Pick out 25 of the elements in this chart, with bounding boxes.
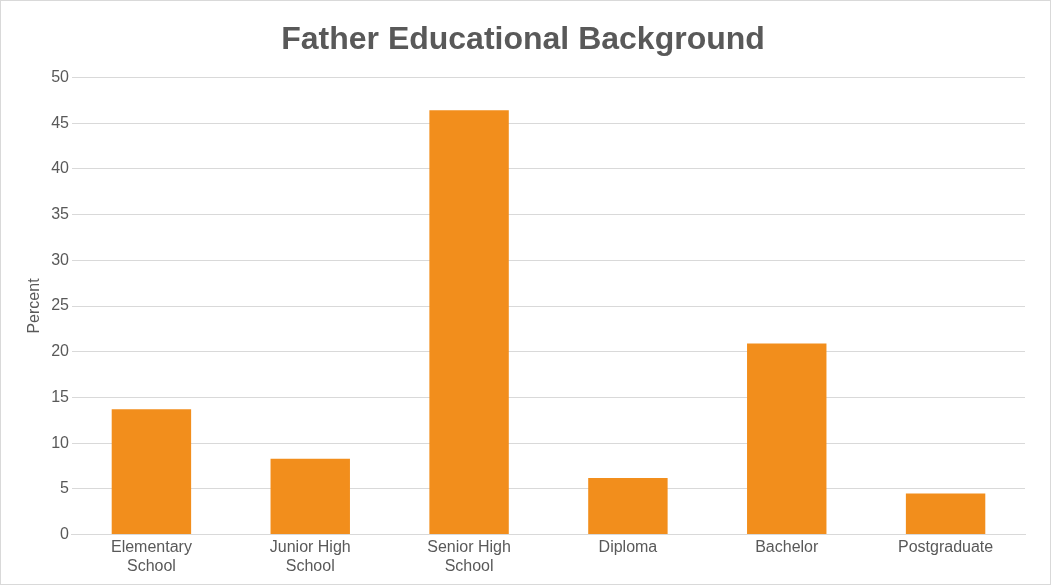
- x-tick-label: Bachelor: [755, 537, 819, 555]
- chart-title: Father Educational Background: [281, 20, 765, 57]
- bar: [429, 110, 509, 535]
- x-tick-label: Diploma: [598, 537, 658, 555]
- x-tick-label: Elementary School: [110, 537, 192, 574]
- y-tick-label: 5: [60, 479, 70, 497]
- x-tick-label: Postgraduate: [897, 537, 994, 555]
- y-tick-label: 25: [51, 296, 70, 314]
- y-tick-label: 0: [60, 525, 70, 543]
- y-tick-label: 20: [51, 342, 70, 360]
- y-tick-label: 30: [51, 250, 70, 268]
- x-tick-label: Junior High School: [269, 537, 351, 574]
- y-tick-label: 45: [51, 113, 70, 131]
- bar: [588, 477, 668, 535]
- y-tick-label: 10: [51, 433, 70, 451]
- y-tick-label: 40: [51, 159, 70, 177]
- y-tick-label: 15: [51, 387, 70, 405]
- y-tick-label: 35: [51, 204, 70, 222]
- bar: [747, 343, 827, 535]
- x-tick-label: Senior High School: [427, 537, 511, 574]
- y-axis-title: Percent: [25, 277, 43, 334]
- bar: [905, 493, 986, 535]
- bar: [270, 458, 350, 535]
- bar: [111, 409, 192, 535]
- y-tick-label: 50: [51, 67, 70, 85]
